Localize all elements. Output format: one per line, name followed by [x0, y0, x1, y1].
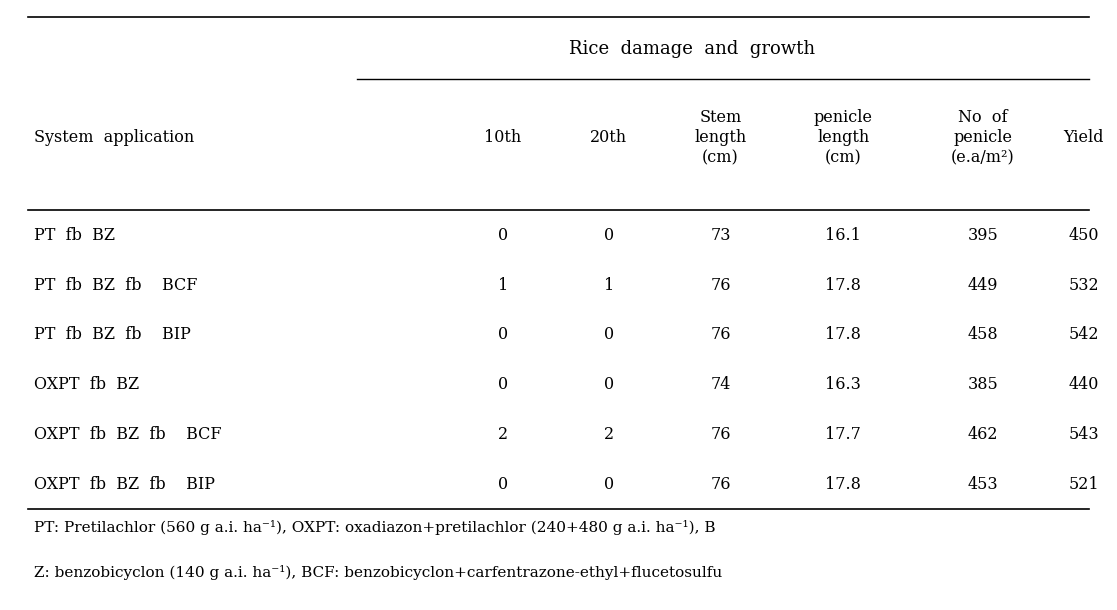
- Text: 16.3: 16.3: [825, 376, 861, 393]
- Text: Rice  damage  and  growth: Rice damage and growth: [570, 40, 815, 58]
- Text: 395: 395: [967, 227, 999, 244]
- Text: OXPT  fb  BZ  fb    BIP: OXPT fb BZ fb BIP: [34, 476, 214, 493]
- Text: 10th: 10th: [484, 129, 522, 146]
- Text: 76: 76: [710, 476, 731, 493]
- Text: No  of
penicle
(e.a/m²): No of penicle (e.a/m²): [951, 109, 1015, 166]
- Text: 543: 543: [1068, 426, 1099, 443]
- Text: 0: 0: [497, 476, 508, 493]
- Text: OXPT  fb  BZ  fb    BCF: OXPT fb BZ fb BCF: [34, 426, 221, 443]
- Text: 0: 0: [497, 326, 508, 343]
- Text: 0: 0: [497, 376, 508, 393]
- Text: 1: 1: [603, 277, 614, 293]
- Text: 2: 2: [603, 426, 614, 443]
- Text: 76: 76: [710, 326, 731, 343]
- Text: 20th: 20th: [590, 129, 628, 146]
- Text: System  application: System application: [34, 129, 193, 146]
- Text: Z: benzobicyclon (140 g a.i. ha⁻¹), BCF: benzobicyclon+carfentrazone-ethyl+fluce: Z: benzobicyclon (140 g a.i. ha⁻¹), BCF:…: [34, 565, 722, 581]
- Text: 0: 0: [497, 227, 508, 244]
- Text: 76: 76: [710, 277, 731, 293]
- Text: 385: 385: [967, 376, 999, 393]
- Text: 440: 440: [1068, 376, 1099, 393]
- Text: 462: 462: [967, 426, 999, 443]
- Text: Yield: Yield: [1063, 129, 1104, 146]
- Text: 458: 458: [967, 326, 999, 343]
- Text: PT  fb  BZ  fb    BIP: PT fb BZ fb BIP: [34, 326, 190, 343]
- Text: 17.7: 17.7: [825, 426, 861, 443]
- Text: penicle
length
(cm): penicle length (cm): [814, 109, 872, 166]
- Text: PT  fb  BZ  fb    BCF: PT fb BZ fb BCF: [34, 277, 197, 293]
- Text: 1: 1: [497, 277, 508, 293]
- Text: OXPT  fb  BZ: OXPT fb BZ: [34, 376, 139, 393]
- Text: 453: 453: [967, 476, 999, 493]
- Text: 0: 0: [603, 476, 614, 493]
- Text: 74: 74: [710, 376, 731, 393]
- Text: 16.1: 16.1: [825, 227, 861, 244]
- Text: 17.8: 17.8: [825, 326, 861, 343]
- Text: 73: 73: [710, 227, 731, 244]
- Text: 0: 0: [603, 227, 614, 244]
- Text: 0: 0: [603, 326, 614, 343]
- Text: PT: Pretilachlor (560 g a.i. ha⁻¹), OXPT: oxadiazon+pretilachlor (240+480 g a.i.: PT: Pretilachlor (560 g a.i. ha⁻¹), OXPT…: [34, 520, 715, 535]
- Text: 17.8: 17.8: [825, 277, 861, 293]
- Text: Stem
length
(cm): Stem length (cm): [695, 109, 746, 166]
- Text: 450: 450: [1068, 227, 1099, 244]
- Text: 0: 0: [603, 376, 614, 393]
- Text: 521: 521: [1068, 476, 1099, 493]
- Text: 2: 2: [497, 426, 508, 443]
- Text: 17.8: 17.8: [825, 476, 861, 493]
- Text: 532: 532: [1068, 277, 1099, 293]
- Text: 449: 449: [967, 277, 999, 293]
- Text: 542: 542: [1068, 326, 1099, 343]
- Text: PT  fb  BZ: PT fb BZ: [34, 227, 115, 244]
- Text: 76: 76: [710, 426, 731, 443]
